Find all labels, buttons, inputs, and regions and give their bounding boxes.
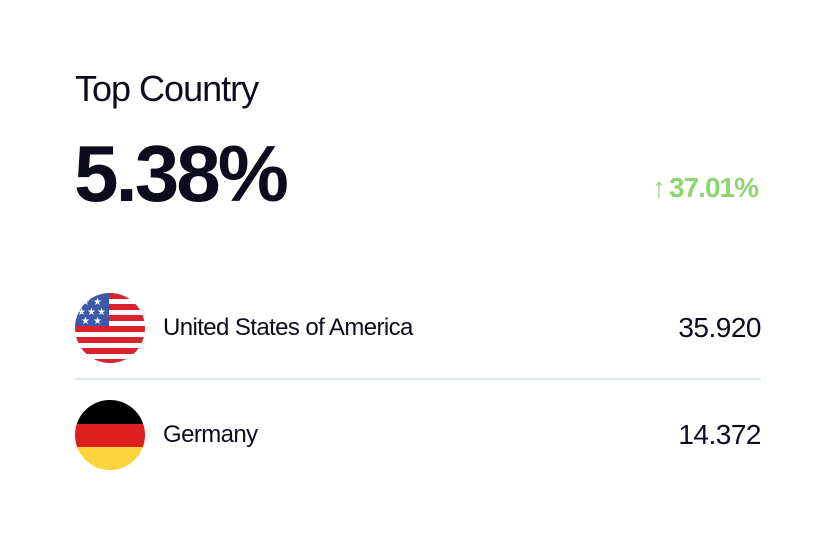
country-value: 14.372 (678, 419, 761, 450)
divider (75, 378, 761, 380)
svg-text:★: ★ (81, 297, 90, 308)
svg-text:★: ★ (77, 307, 86, 318)
change-indicator: ↑ 37.01% (652, 172, 759, 204)
top-country-percentage: 5.38% (74, 129, 289, 218)
svg-text:★: ★ (97, 307, 106, 318)
country-name: Germany (163, 421, 258, 448)
svg-text:★: ★ (93, 297, 102, 308)
card-title: Top Country (75, 68, 259, 109)
arrow-up-icon: ↑ (652, 172, 666, 203)
svg-text:★: ★ (87, 307, 96, 318)
country-name: United States of America (163, 314, 413, 341)
list-item: Germany 14.372 (75, 399, 761, 471)
us-flag-icon: ★ ★ ★ ★ ★ ★ ★ (75, 293, 145, 363)
svg-text:★: ★ (93, 316, 102, 327)
list-item: ★ ★ ★ ★ ★ ★ ★ United States of America 35.92… (75, 292, 761, 364)
svg-text:★: ★ (81, 316, 90, 327)
country-value: 35.920 (678, 312, 761, 343)
germany-flag-icon (75, 400, 145, 470)
change-value: 37.01% (669, 172, 759, 203)
